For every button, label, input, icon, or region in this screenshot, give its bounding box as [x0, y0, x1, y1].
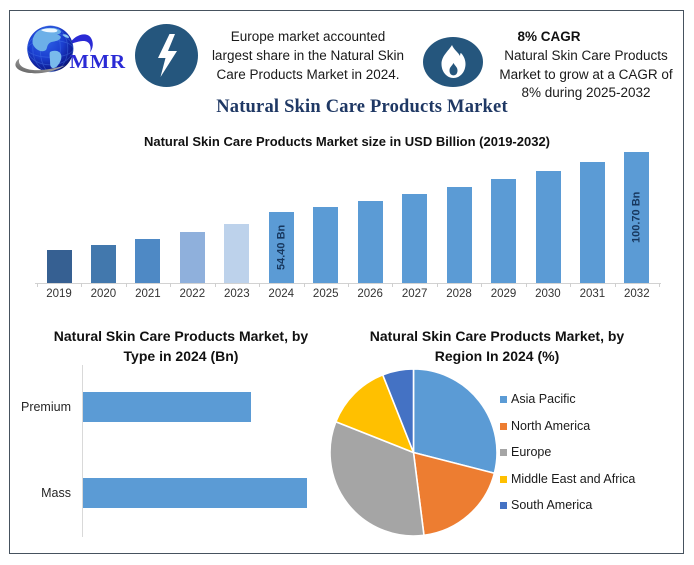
legend-label-middle-east-and-africa: Middle East and Africa — [511, 471, 636, 486]
x-tick-label-2027: 2027 — [401, 288, 428, 300]
bar-2021 — [135, 239, 161, 283]
x-axis-tick — [170, 283, 172, 287]
x-tick-label-2030: 2030 — [535, 288, 561, 300]
x-tick-label-2026: 2026 — [357, 288, 383, 300]
type-chart-title: Natural Skin Care Products Market, by Ty… — [11, 326, 351, 366]
callout-europe: Europe market accounted largest share in… — [200, 27, 416, 84]
callout-cagr: Natural Skin Care Products Market to gro… — [488, 47, 684, 103]
x-tick-label-2021: 2021 — [135, 288, 161, 300]
pie-slice-south-america — [381, 368, 415, 454]
x-axis-tick — [303, 283, 305, 287]
x-tick-label-2022: 2022 — [179, 288, 206, 300]
x-axis-tick — [659, 283, 661, 287]
mmr-logo: MMR — [15, 25, 127, 74]
flame-icon — [423, 37, 483, 87]
legend-swatch-asia-pacific — [500, 396, 507, 403]
bar-2027 — [402, 194, 428, 283]
callout-europe-line3: Care Products Market in 2024. — [216, 67, 400, 82]
x-tick-label-2025: 2025 — [312, 288, 339, 300]
pie-slice-north-america — [412, 451, 496, 537]
pie-slice-middle-east-and-africa — [335, 374, 415, 454]
x-tick-label-2020: 2020 — [90, 288, 117, 300]
x-axis-tick — [525, 283, 527, 287]
x-tick-label-2029: 2029 — [490, 288, 517, 300]
x-axis-tick — [614, 283, 616, 287]
legend-label-europe: Europe — [511, 445, 552, 459]
callout-europe-line1: Europe market accounted — [230, 29, 386, 44]
x-tick-label-2031: 2031 — [579, 288, 606, 300]
legend-item-asia-pacific: Asia Pacific — [500, 392, 690, 406]
pie-legend: Asia Pacific North America Europe Middle Ea… — [500, 369, 690, 519]
logo-orbit — [69, 34, 93, 53]
type-chart-title-line1: Natural Skin Care Products Market, by — [53, 328, 309, 344]
x-axis-tick — [436, 283, 438, 287]
x-axis-tick — [81, 283, 83, 287]
legend-item-south-america: South America — [500, 498, 690, 512]
x-tick-label-2024: 2024 — [268, 288, 295, 300]
x-axis-tick — [347, 283, 349, 287]
bar-2028 — [446, 187, 472, 283]
legend-label-asia-pacific: Asia Pacific — [511, 392, 576, 406]
bar-2024 — [268, 212, 294, 283]
bar-2022 — [179, 232, 205, 283]
data-label-2032: 100.70 Bn — [630, 191, 643, 244]
region-chart-title: Natural Skin Care Products Market, by Re… — [327, 326, 667, 366]
outer-border — [9, 10, 684, 554]
lightning-icon — [135, 24, 198, 87]
legend-swatch-south-america — [500, 502, 507, 509]
x-axis-tick — [259, 283, 260, 287]
legend-item-middle-east-and-africa: Middle East and Africa — [500, 472, 690, 486]
logo-swoosh — [15, 58, 65, 74]
callout-cagr-line2: Market to grow at a CAGR of — [499, 66, 673, 82]
bar-2025 — [313, 207, 339, 283]
legend-item-north-america: North America — [500, 419, 690, 433]
region-chart-title-line2: Region In 2024 (%) — [434, 348, 560, 364]
bar-2031 — [579, 162, 605, 283]
bar-2032 — [624, 152, 650, 283]
x-axis-tick — [214, 283, 216, 287]
bar-2023 — [224, 224, 250, 283]
x-axis-tick — [392, 283, 394, 287]
legend-item-europe: Europe — [500, 445, 690, 459]
logo-text: MMR — [70, 51, 127, 73]
bar-chart: 2019 2020 2021 2022 2023 2024 54.40 Bn 2025 2026… — [35, 152, 661, 300]
callout-cagr-line3: 8% during 2025-2032 — [521, 85, 651, 100]
region-chart-title-line1: Natural Skin Care Products Market, by — [369, 328, 625, 344]
callout-cagr-heading: 8% CAGR — [517, 29, 581, 44]
x-axis-tick — [125, 283, 127, 287]
pie-slice-asia-pacific — [412, 368, 498, 475]
bar-2020 — [91, 245, 116, 283]
x-tick-label-2028: 2028 — [446, 288, 472, 300]
bar-2029 — [491, 179, 516, 283]
bar-2030 — [535, 171, 561, 283]
x-tick-label-2032: 2032 — [624, 288, 650, 300]
callout-europe-line2: largest share in the Natural Skin — [211, 48, 405, 63]
x-axis-tick — [570, 283, 572, 287]
bar-2019 — [46, 250, 72, 283]
legend-label-north-america: North America — [511, 418, 591, 433]
type-bar-chart: Premium Mass — [20, 365, 307, 537]
x-tick-label-2023: 2023 — [224, 288, 250, 300]
bar-2026 — [357, 201, 383, 283]
legend-swatch-north-america — [500, 422, 507, 430]
page-title: Natural Skin Care Products Market — [216, 97, 508, 117]
pie-slice-europe — [329, 420, 425, 537]
bar-premium — [83, 392, 251, 422]
legend-swatch-europe — [500, 449, 507, 456]
legend-swatch-middle-east-and-africa — [500, 475, 507, 483]
bar-label-premium: Premium — [20, 400, 71, 414]
bar-mass — [83, 478, 307, 508]
x-tick-label-2019: 2019 — [46, 288, 72, 300]
callout-cagr-line1: Natural Skin Care Products — [504, 48, 668, 63]
legend-label-south-america: South America — [511, 498, 593, 512]
bar-chart-title: Natural Skin Care Products Market size i… — [143, 134, 551, 149]
type-chart-title-line2: Type in 2024 (Bn) — [123, 348, 239, 364]
region-pie-chart — [329, 368, 498, 537]
x-axis-tick — [36, 283, 38, 287]
bar-label-mass: Mass — [41, 486, 71, 500]
y-axis — [82, 365, 83, 537]
x-axis-tick — [481, 283, 483, 287]
